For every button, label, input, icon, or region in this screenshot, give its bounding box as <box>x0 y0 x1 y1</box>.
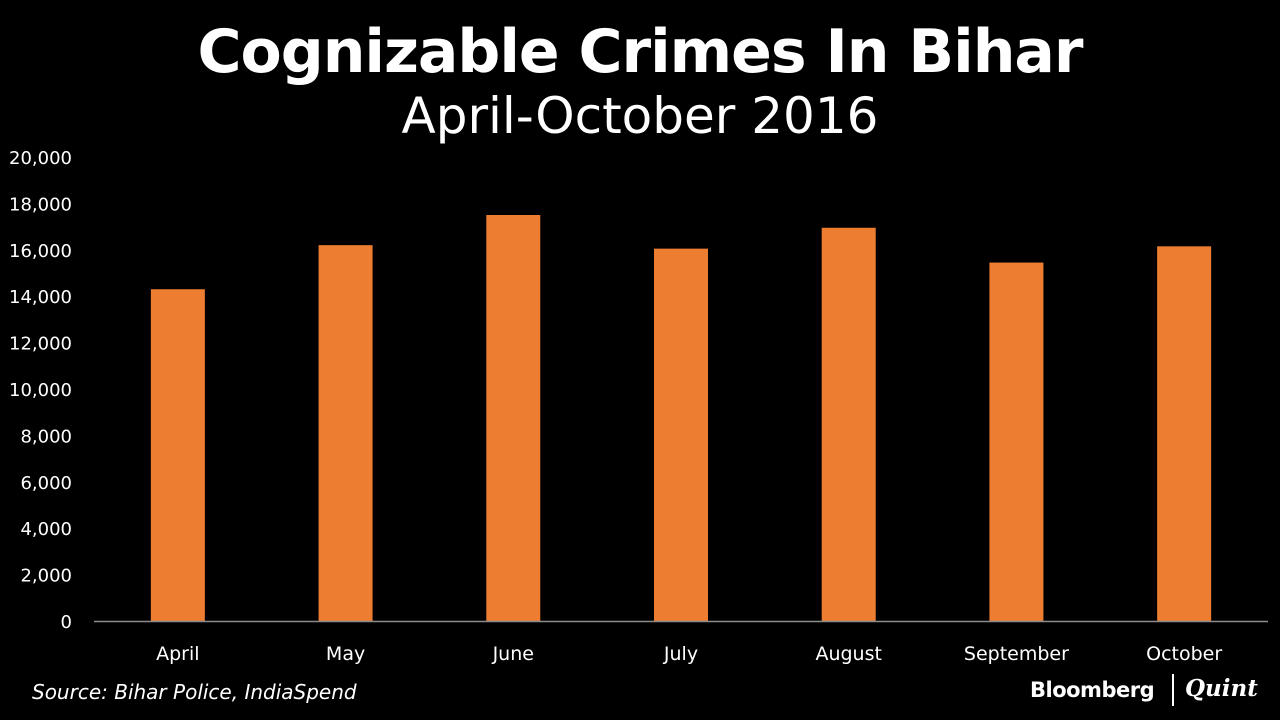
brand-divider <box>1172 674 1174 706</box>
y-tick-label: 8,000 <box>20 426 72 447</box>
x-tick-label: August <box>815 643 882 665</box>
bar-october <box>1157 246 1212 621</box>
bar-july <box>654 248 708 621</box>
y-tick-label: 6,000 <box>20 473 72 494</box>
y-tick-label: 16,000 <box>9 241 72 262</box>
brand-quint: Quint <box>1185 675 1258 702</box>
y-tick-label: 12,000 <box>9 334 72 355</box>
y-tick-label: 20,000 <box>9 148 72 169</box>
y-tick-label: 2,000 <box>20 566 72 587</box>
y-tick-label: 14,000 <box>9 287 72 308</box>
bar-april <box>150 289 205 621</box>
brand-bloomberg: Bloomberg <box>1030 678 1155 702</box>
x-tick-label: September <box>964 643 1069 665</box>
y-tick-label: 0 <box>61 612 72 633</box>
bar-september <box>989 262 1044 621</box>
y-tick-label: 4,000 <box>20 519 72 540</box>
y-tick-label: 18,000 <box>9 194 72 215</box>
x-tick-label: July <box>663 643 698 665</box>
x-tick-label: May <box>326 643 365 665</box>
brand-logo: Bloomberg Quint <box>1030 672 1270 708</box>
bar-august <box>821 227 876 621</box>
source-note: Source: Bihar Police, IndiaSpend <box>32 680 357 704</box>
x-tick-label: June <box>492 643 534 665</box>
bar-may <box>318 245 373 621</box>
x-tick-label: April <box>156 643 199 665</box>
chart-subtitle: April-October 2016 <box>401 87 879 145</box>
y-tick-label: 10,000 <box>9 380 72 401</box>
chart-title: Cognizable Crimes In Bihar <box>197 17 1083 87</box>
bar-june <box>486 215 541 621</box>
x-tick-label: October <box>1146 643 1222 665</box>
